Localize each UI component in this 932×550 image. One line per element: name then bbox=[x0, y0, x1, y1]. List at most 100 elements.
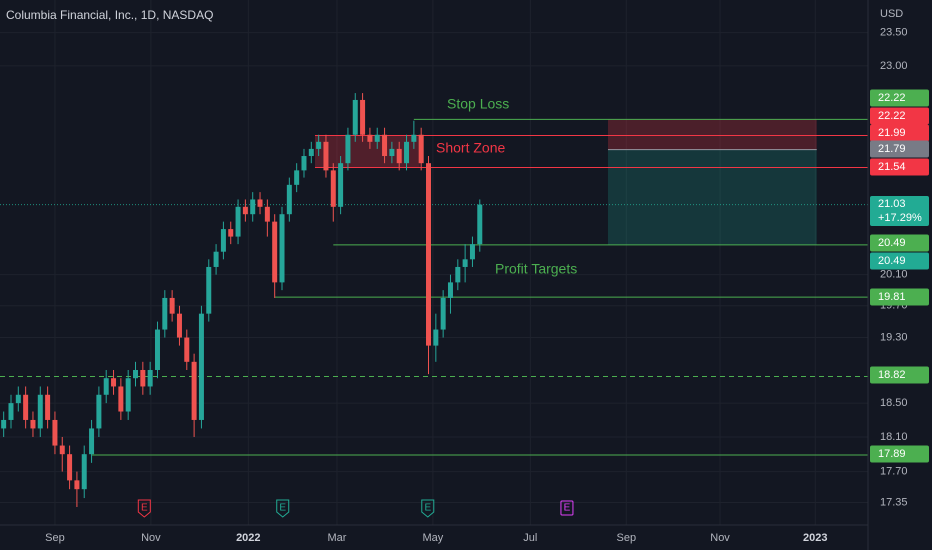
event-marker bbox=[137, 499, 151, 518]
price-label: 20.49 bbox=[878, 255, 906, 267]
price-label-bg bbox=[870, 366, 929, 384]
candle-body bbox=[74, 480, 80, 490]
y-tick-label: 20.10 bbox=[880, 269, 908, 281]
candle-body bbox=[352, 99, 358, 135]
stop-area bbox=[607, 119, 817, 150]
short-zone bbox=[314, 135, 420, 168]
price-label: 18.82 bbox=[878, 369, 906, 381]
candle-body bbox=[52, 419, 58, 446]
candle-body bbox=[469, 244, 475, 260]
candle-body bbox=[382, 134, 388, 157]
candle-body bbox=[45, 394, 51, 420]
x-tick-label: Sep bbox=[616, 532, 636, 544]
candle-body bbox=[133, 369, 139, 379]
candle-body bbox=[250, 199, 256, 215]
candle-body bbox=[411, 134, 417, 142]
price-label-bg bbox=[870, 124, 929, 142]
candle-body bbox=[125, 378, 131, 412]
candle-body bbox=[242, 206, 248, 215]
price-label-bg bbox=[870, 89, 929, 107]
candle-body bbox=[140, 369, 146, 387]
x-tick-label: Nov bbox=[710, 532, 730, 544]
candle-body bbox=[235, 206, 241, 237]
candle-body bbox=[418, 134, 424, 164]
price-label-bg bbox=[870, 107, 929, 125]
price-label-bg bbox=[870, 288, 929, 306]
candle-body bbox=[455, 266, 461, 283]
price-label: 21.99 bbox=[878, 127, 906, 139]
y-tick-label: 18.50 bbox=[880, 397, 908, 409]
candle-body bbox=[308, 148, 314, 157]
candle-body bbox=[272, 221, 278, 283]
event-label: E bbox=[141, 503, 148, 514]
candle-body bbox=[213, 251, 219, 267]
price-label-bg bbox=[870, 140, 929, 158]
candle-body bbox=[447, 282, 453, 298]
y-tick-label: 23.50 bbox=[880, 27, 908, 39]
x-tick-label: Sep bbox=[45, 532, 65, 544]
candle-body bbox=[440, 297, 446, 330]
candle-body bbox=[198, 313, 204, 420]
x-tick-label: Mar bbox=[327, 532, 346, 544]
price-label: 21.03 bbox=[878, 198, 906, 210]
x-tick-label: 2023 bbox=[803, 532, 827, 544]
candle-body bbox=[404, 141, 410, 164]
price-label: 19.81 bbox=[878, 291, 906, 303]
price-label-bg bbox=[870, 252, 929, 270]
candle-body bbox=[345, 134, 351, 164]
price-label: 17.89 bbox=[878, 448, 906, 460]
candle-body bbox=[30, 419, 36, 429]
candle-body bbox=[169, 297, 175, 314]
x-tick-label: 2022 bbox=[236, 532, 260, 544]
candle-body bbox=[433, 329, 439, 346]
candle-body bbox=[316, 141, 322, 149]
annotation: Stop Loss bbox=[447, 96, 509, 112]
candle-body bbox=[184, 337, 190, 362]
price-label-bg bbox=[870, 196, 929, 226]
candle-body bbox=[111, 378, 117, 387]
candle-body bbox=[162, 297, 168, 330]
candle-body bbox=[338, 163, 344, 207]
candle-body bbox=[103, 378, 109, 395]
event-marker bbox=[421, 499, 435, 518]
event-label: E bbox=[279, 503, 286, 514]
candle-body bbox=[257, 199, 263, 207]
candle-body bbox=[176, 313, 182, 338]
candle-body bbox=[330, 170, 336, 207]
candle-body bbox=[477, 204, 483, 245]
candle-body bbox=[15, 394, 21, 404]
candle-body bbox=[23, 394, 29, 420]
event-marker bbox=[276, 499, 290, 518]
y-tick-label: 17.70 bbox=[880, 465, 908, 477]
candle-body bbox=[118, 386, 124, 412]
candle-body bbox=[191, 361, 197, 420]
candle-body bbox=[389, 148, 395, 157]
candle-body bbox=[462, 259, 468, 267]
y-tick-label: 23.00 bbox=[880, 60, 908, 72]
x-tick-label: May bbox=[423, 532, 444, 544]
candle-body bbox=[426, 163, 432, 346]
event-label: E bbox=[424, 503, 431, 514]
candle-body bbox=[89, 428, 95, 455]
candle-body bbox=[286, 184, 292, 215]
event-marker bbox=[560, 500, 574, 516]
x-tick-label: Jul bbox=[523, 532, 537, 544]
candle-body bbox=[360, 99, 366, 135]
candle-body bbox=[294, 170, 300, 185]
candle-body bbox=[220, 229, 226, 252]
candle-body bbox=[1, 419, 7, 429]
price-label: 22.22 bbox=[878, 110, 906, 122]
price-label: 20.49 bbox=[878, 237, 906, 249]
candle-body bbox=[59, 445, 65, 455]
price-label: 22.22 bbox=[878, 92, 906, 104]
candle-body bbox=[396, 148, 402, 164]
candle-body bbox=[147, 369, 153, 387]
candle-body bbox=[8, 403, 14, 420]
chart-title: Columbia Financial, Inc., 1D, NASDAQ bbox=[6, 8, 213, 22]
candle-body bbox=[264, 206, 270, 222]
y-tick-label: 18.10 bbox=[880, 431, 908, 443]
price-label: 21.54 bbox=[878, 161, 906, 173]
price-label: 21.79 bbox=[878, 143, 906, 155]
annotation: Short Zone bbox=[436, 140, 505, 156]
